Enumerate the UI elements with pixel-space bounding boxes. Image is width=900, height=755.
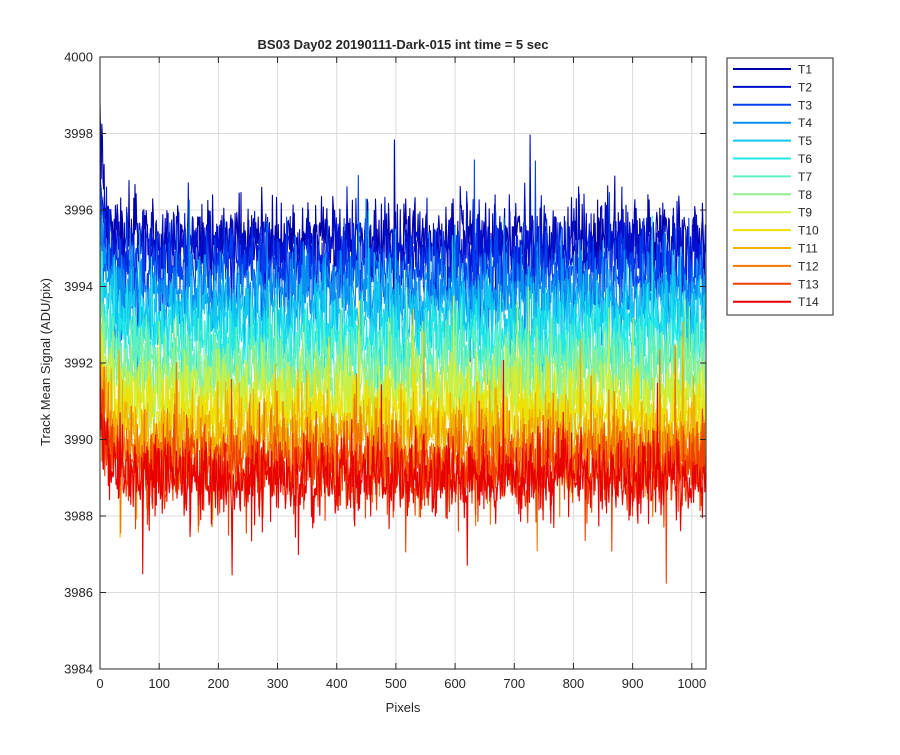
legend-label: T12 bbox=[798, 259, 819, 273]
x-axis-label: Pixels bbox=[386, 700, 421, 715]
legend-label: T3 bbox=[798, 98, 812, 112]
series-line-t6 bbox=[100, 215, 706, 443]
legend-item-t3[interactable]: T3 bbox=[733, 98, 812, 112]
legend-label: T5 bbox=[798, 134, 812, 148]
legend-label: T6 bbox=[798, 152, 812, 166]
legend-item-t14[interactable]: T14 bbox=[733, 295, 819, 309]
series-line-t14 bbox=[100, 359, 706, 576]
legend-item-t1[interactable]: T1 bbox=[733, 63, 812, 77]
legend-label: T8 bbox=[798, 188, 812, 202]
x-tick-label: 400 bbox=[326, 676, 348, 691]
y-tick-label: 3988 bbox=[64, 509, 93, 524]
legend-label: T2 bbox=[798, 80, 812, 94]
legend-label: T1 bbox=[798, 63, 812, 77]
x-tick-label: 800 bbox=[563, 676, 585, 691]
y-axis-label: Track Mean Signal (ADU/pix) bbox=[38, 278, 53, 446]
legend-item-t9[interactable]: T9 bbox=[733, 206, 812, 220]
x-tick-label: 600 bbox=[444, 676, 466, 691]
legend-item-t11[interactable]: T11 bbox=[733, 242, 818, 256]
legend-item-t5[interactable]: T5 bbox=[733, 134, 812, 148]
legend-label: T11 bbox=[798, 242, 818, 256]
x-tick-label: 500 bbox=[385, 676, 407, 691]
axis-ticks: 0 100 200 300 400 500 600 700 800 900 1000 3984 3986… bbox=[64, 50, 706, 692]
y-tick-label: 4000 bbox=[64, 50, 93, 65]
legend-item-t12[interactable]: T12 bbox=[733, 259, 819, 273]
x-tick-label: 100 bbox=[148, 676, 170, 691]
legend-label: T9 bbox=[798, 206, 812, 220]
x-tick-label: 200 bbox=[208, 676, 230, 691]
legend-box bbox=[726, 57, 834, 316]
legend-item-t7[interactable]: T7 bbox=[733, 170, 812, 184]
x-tick-label: 0 bbox=[96, 676, 103, 691]
series-layer bbox=[100, 102, 706, 584]
y-tick-label: 3994 bbox=[64, 279, 93, 294]
legend-label: T7 bbox=[798, 170, 812, 184]
legend-label: T4 bbox=[798, 116, 812, 130]
legend[interactable]: T1 T2 T3 T4 T5 T6 T7 T8 T9 T10 T11 T12 T13 T14 bbox=[726, 57, 834, 316]
legend-label: T14 bbox=[798, 295, 819, 309]
y-tick-label: 3998 bbox=[64, 126, 93, 141]
y-tick-label: 3986 bbox=[64, 585, 93, 600]
chart-title: BS03 Day02 20190111-Dark-015 int time = … bbox=[258, 37, 549, 52]
y-tick-label: 3990 bbox=[64, 432, 93, 447]
series-line-t1 bbox=[100, 102, 706, 313]
legend-item-t4[interactable]: T4 bbox=[733, 116, 812, 130]
legend-item-t13[interactable]: T13 bbox=[733, 277, 819, 291]
x-tick-label: 900 bbox=[622, 676, 644, 691]
legend-item-t10[interactable]: T10 bbox=[733, 224, 819, 238]
legend-label: T10 bbox=[798, 224, 819, 238]
x-tick-label: 1000 bbox=[677, 676, 706, 691]
y-tick-label: 3996 bbox=[64, 203, 93, 218]
y-tick-label: 3984 bbox=[64, 662, 93, 677]
legend-item-t8[interactable]: T8 bbox=[733, 188, 812, 202]
legend-item-t2[interactable]: T2 bbox=[733, 80, 812, 94]
series-line-t10 bbox=[100, 300, 706, 503]
legend-item-t6[interactable]: T6 bbox=[733, 152, 812, 166]
legend-label: T13 bbox=[798, 277, 819, 291]
y-tick-label: 3992 bbox=[64, 356, 93, 371]
x-tick-label: 700 bbox=[503, 676, 525, 691]
x-tick-label: 300 bbox=[267, 676, 289, 691]
